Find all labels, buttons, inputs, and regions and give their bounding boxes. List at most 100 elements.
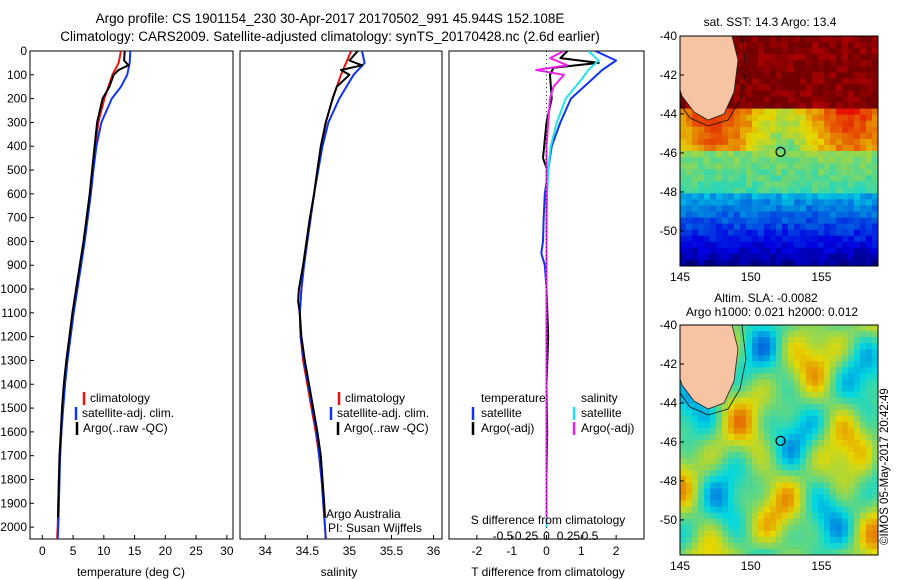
heatmap-cell xyxy=(704,476,711,483)
heatmap-cell xyxy=(842,476,849,483)
heatmap-cell xyxy=(806,108,813,116)
heatmap-cell xyxy=(734,175,741,182)
heatmap-cell xyxy=(866,446,873,453)
legend-climatology-label: climatology xyxy=(90,391,150,405)
heatmap-cell xyxy=(800,482,807,490)
heatmap-cell xyxy=(872,542,878,550)
heatmap-cell xyxy=(800,403,807,411)
heatmap-cell xyxy=(716,433,723,441)
heatmap-cell xyxy=(734,36,741,43)
heatmap-cell xyxy=(824,102,831,110)
heatmap-cell xyxy=(854,114,861,122)
heatmap-cell xyxy=(782,325,789,332)
heatmap-cell xyxy=(872,427,878,435)
heatmap-cell xyxy=(728,464,735,471)
heatmap-cell xyxy=(794,193,801,201)
heatmap-cell xyxy=(860,488,867,496)
argo-position-marker xyxy=(775,435,786,446)
heatmap-cell xyxy=(860,367,867,375)
heatmap-cell xyxy=(848,518,855,526)
heatmap-cell xyxy=(746,90,753,98)
legend-t-argo-label: Argo(-adj) xyxy=(481,421,534,435)
heatmap-cell xyxy=(794,36,801,43)
heatmap-cell xyxy=(818,494,825,502)
heatmap-cell xyxy=(866,500,873,508)
heatmap-cell xyxy=(710,452,717,459)
heatmap-cell xyxy=(788,391,795,399)
heatmap-cell xyxy=(818,205,825,213)
heatmap-cell xyxy=(764,415,771,423)
heatmap-cell xyxy=(818,440,825,447)
heatmap-cell xyxy=(872,458,878,465)
heatmap-cell xyxy=(812,391,819,399)
heatmap-cell xyxy=(776,452,783,459)
heatmap-cell xyxy=(740,90,747,98)
heatmap-cell xyxy=(854,379,861,387)
heatmap-cell xyxy=(752,440,759,447)
heatmap-cell xyxy=(728,482,735,490)
heatmap-cell xyxy=(872,120,878,128)
heatmap-cell xyxy=(722,536,729,544)
heatmap-cell xyxy=(752,108,759,116)
heatmap-cell xyxy=(686,421,693,429)
heatmap-cell xyxy=(722,163,729,170)
heatmap-cell xyxy=(746,132,753,140)
heatmap-cell xyxy=(698,120,705,128)
heatmap-cell xyxy=(746,476,753,483)
heatmap-cell xyxy=(770,84,777,92)
heatmap-cell xyxy=(872,90,878,98)
legend-argo-label: Argo(..raw -QC) xyxy=(344,421,429,435)
heatmap-cell xyxy=(680,96,687,104)
heatmap-cell xyxy=(824,421,831,429)
heatmap-cell xyxy=(710,524,717,532)
heatmap-cell xyxy=(758,132,765,140)
heatmap-cell xyxy=(686,506,693,514)
heatmap-cell xyxy=(746,524,753,532)
heatmap-cell xyxy=(734,42,741,49)
heatmap-cell xyxy=(836,403,843,411)
heatmap-cell xyxy=(806,163,813,170)
heatmap-cell xyxy=(806,217,813,225)
heatmap-cell xyxy=(758,331,765,338)
heatmap-cell xyxy=(866,169,873,176)
heatmap-cell xyxy=(848,120,855,128)
heatmap-cell xyxy=(764,349,771,356)
heatmap-cell xyxy=(746,217,753,225)
heatmap-cell xyxy=(854,373,861,381)
heatmap-cell xyxy=(794,470,801,477)
heatmap-cell xyxy=(794,500,801,508)
heatmap-cell xyxy=(776,199,783,207)
heatmap-cell xyxy=(716,512,723,520)
heatmap-cell xyxy=(782,48,789,55)
heatmap-cell xyxy=(722,500,729,508)
heatmap-cell xyxy=(686,157,693,164)
heatmap-cell xyxy=(806,482,813,490)
heatmap-cell xyxy=(788,506,795,514)
heatmap-cell xyxy=(776,385,783,393)
heatmap-cell xyxy=(782,66,789,73)
heatmap-cell xyxy=(686,259,693,266)
heatmap-cell xyxy=(872,488,878,496)
heatmap-cell xyxy=(716,157,723,164)
heatmap-cell xyxy=(686,223,693,231)
heatmap-cell xyxy=(824,126,831,134)
heatmap-cell xyxy=(806,500,813,508)
heatmap-cell xyxy=(830,102,837,110)
heatmap-cell xyxy=(812,36,819,43)
heatmap-cell xyxy=(746,126,753,134)
heatmap-cell xyxy=(860,512,867,520)
heatmap-cell xyxy=(782,151,789,158)
heatmap-cell xyxy=(866,494,873,502)
heatmap-cell xyxy=(842,355,849,362)
t-difference-axis-ticks: -2 -1 0 1 2 xyxy=(472,535,620,558)
heatmap-cell xyxy=(842,421,849,429)
heatmap-cell xyxy=(806,488,813,496)
heatmap-cell xyxy=(836,205,843,213)
heatmap-cell xyxy=(728,421,735,429)
heatmap-cell xyxy=(722,229,729,237)
heatmap-cell xyxy=(872,66,878,73)
heatmap-cell xyxy=(824,349,831,356)
heatmap-cell xyxy=(866,464,873,471)
heatmap-cell xyxy=(686,108,693,116)
heatmap-cell xyxy=(734,199,741,207)
